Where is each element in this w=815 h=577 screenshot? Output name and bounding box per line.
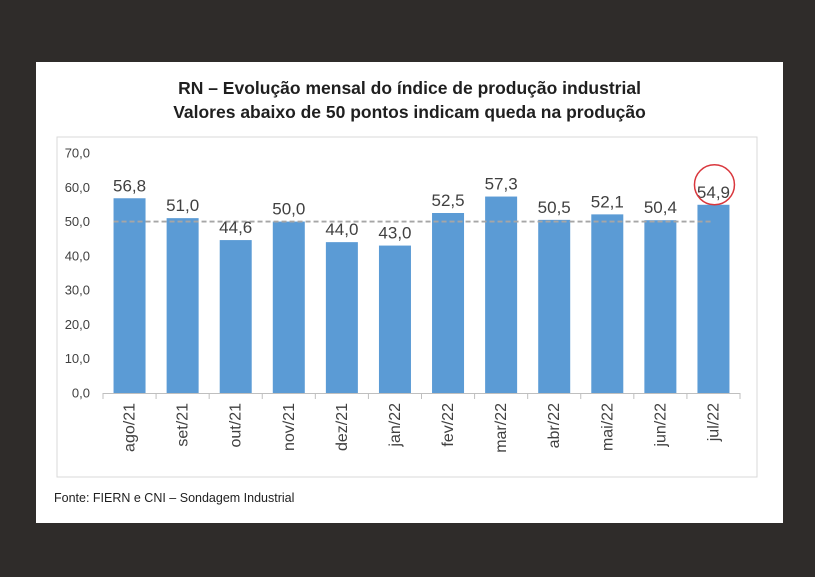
bar-jun-22 bbox=[644, 220, 677, 393]
value-label: 43,0 bbox=[378, 224, 411, 243]
y-tick-label: 40,0 bbox=[65, 248, 90, 263]
chart-title-line-2: Valores abaixo de 50 pontos indicam qued… bbox=[173, 102, 646, 122]
bar-fev-22 bbox=[432, 213, 465, 393]
plot-frame bbox=[56, 136, 758, 478]
bar-nov-21 bbox=[272, 221, 305, 393]
y-tick-label: 60,0 bbox=[65, 180, 90, 195]
value-label: 50,0 bbox=[272, 200, 305, 219]
bar-mar-22 bbox=[485, 196, 518, 393]
y-axis: 0,0 10,0 20,0 30,0 40,0 50,0 60,0 70,0 bbox=[65, 146, 90, 401]
chart-title-line-1: RN – Evolução mensal do índice de produç… bbox=[178, 78, 641, 98]
x-tick-label: out/21 bbox=[228, 403, 245, 448]
x-tick-label: set/21 bbox=[175, 403, 192, 447]
x-tick-label: mai/22 bbox=[599, 403, 616, 451]
highlight-circle bbox=[693, 164, 736, 206]
source-note: Fonte: FIERN e CNI – Sondagem Industrial bbox=[54, 491, 295, 505]
bar-set-21 bbox=[166, 218, 199, 393]
value-label: 44,0 bbox=[325, 220, 358, 239]
y-tick-label: 50,0 bbox=[65, 214, 90, 229]
x-tick-label: ago/21 bbox=[122, 403, 139, 452]
x-tick-label: jan/22 bbox=[387, 403, 404, 448]
bar-jan-22 bbox=[378, 245, 411, 393]
y-tick-label: 10,0 bbox=[65, 351, 90, 366]
x-tick-label: dez/21 bbox=[334, 403, 351, 451]
x-tick-label: nov/21 bbox=[281, 403, 298, 451]
y-tick-label: 70,0 bbox=[65, 146, 90, 161]
bar-dez-21 bbox=[325, 242, 358, 393]
x-tick-label: fev/22 bbox=[440, 403, 457, 447]
x-axis: ago/21 set/21 out/21 nov/21 dez/21 jan/22 fev/… bbox=[102, 393, 741, 453]
bar-jul-22 bbox=[697, 204, 730, 393]
y-tick-label: 0,0 bbox=[72, 386, 90, 401]
y-tick-label: 20,0 bbox=[65, 317, 90, 332]
highlight-group bbox=[693, 164, 736, 206]
x-tick-label: abr/22 bbox=[546, 403, 563, 448]
x-tick-label: mar/22 bbox=[493, 403, 510, 453]
value-label: 44,6 bbox=[219, 218, 252, 237]
value-label: 52,1 bbox=[591, 192, 624, 211]
chart-title: RN – Evolução mensal do índice de produç… bbox=[36, 76, 783, 124]
value-label: 54,9 bbox=[697, 183, 730, 202]
x-tick-label: jun/22 bbox=[652, 403, 669, 448]
value-label: 51,0 bbox=[166, 196, 199, 215]
y-tick-label: 30,0 bbox=[65, 283, 90, 298]
bar-ago-21 bbox=[113, 198, 146, 393]
bars bbox=[113, 196, 730, 393]
value-label: 57,3 bbox=[485, 175, 518, 194]
bar-mai-22 bbox=[591, 214, 624, 393]
value-label: 52,5 bbox=[431, 191, 464, 210]
value-label: 50,5 bbox=[538, 198, 571, 217]
value-labels: 56,8 51,0 44,6 50,0 44,0 43,0 52,5 57,3 50,5 52,1… bbox=[113, 175, 730, 243]
value-label: 50,4 bbox=[644, 198, 677, 217]
x-tick-label: jul/22 bbox=[705, 403, 722, 442]
value-label: 56,8 bbox=[113, 176, 146, 195]
bar-out-21 bbox=[219, 240, 252, 393]
bar-abr-22 bbox=[538, 219, 571, 393]
